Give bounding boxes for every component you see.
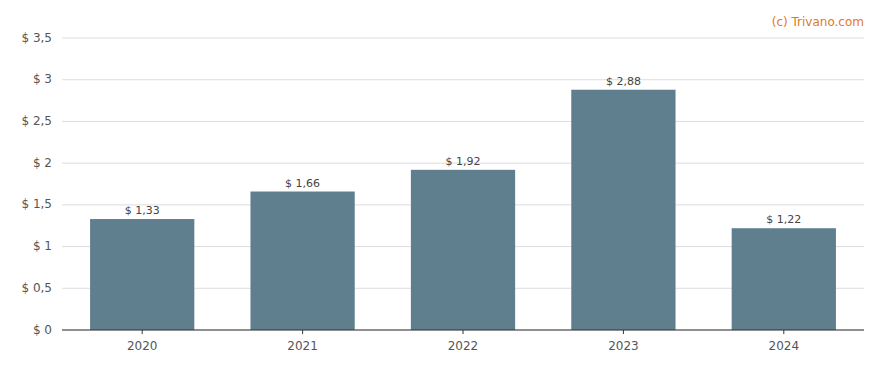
y-tick-label: $ 0 (33, 323, 52, 337)
grid-line (62, 121, 864, 122)
bar (411, 170, 515, 330)
bars (90, 90, 836, 330)
x-tick-label: 2020 (127, 339, 158, 353)
chart: $ 0$ 0,5$ 1$ 1,5$ 2$ 2,5$ 3$ 3,5$ 1,33$ … (0, 0, 888, 370)
data-label: $ 1,33 (125, 204, 160, 217)
data-label: $ 1,66 (285, 177, 320, 190)
data-label: $ 1,92 (446, 155, 481, 168)
x-tick (463, 330, 464, 334)
x-tick (302, 330, 303, 334)
y-tick-label: $ 2,5 (21, 114, 52, 128)
grid-line (62, 38, 864, 39)
data-labels: $ 1,33 $ 1,66 $ 1,92 $ 2,88 $ 1,22 (125, 75, 802, 226)
y-tick-label: $ 1,5 (21, 197, 52, 211)
grid-line (62, 79, 864, 80)
grid (62, 38, 864, 330)
data-label: $ 2,88 (606, 75, 641, 88)
bar (90, 219, 194, 330)
y-tick-label: $ 3,5 (21, 31, 52, 45)
x-tick-label: 2021 (287, 339, 318, 353)
bar (250, 192, 354, 330)
x-tick (783, 330, 784, 334)
y-tick-label: $ 3 (33, 72, 52, 86)
watermark: (c) Trivano.com (772, 15, 864, 29)
data-label: $ 1,22 (766, 213, 801, 226)
y-tick-label: $ 1 (33, 239, 52, 253)
y-tick-label: $ 2 (33, 156, 52, 170)
x-tick-label: 2023 (608, 339, 639, 353)
bar (571, 90, 675, 330)
x-tick (623, 330, 624, 334)
y-tick-label: $ 0,5 (21, 281, 52, 295)
x-axis: 2020 2021 2022 2023 2024 (62, 330, 864, 353)
x-tick (142, 330, 143, 334)
x-tick-label: 2022 (448, 339, 479, 353)
y-axis: $ 0 $ 0,5 $ 1 $ 1,5 $ 2 $ 2,5 $ 3 $ 3,5 (21, 31, 52, 337)
x-tick-label: 2024 (769, 339, 800, 353)
bar (732, 228, 836, 330)
